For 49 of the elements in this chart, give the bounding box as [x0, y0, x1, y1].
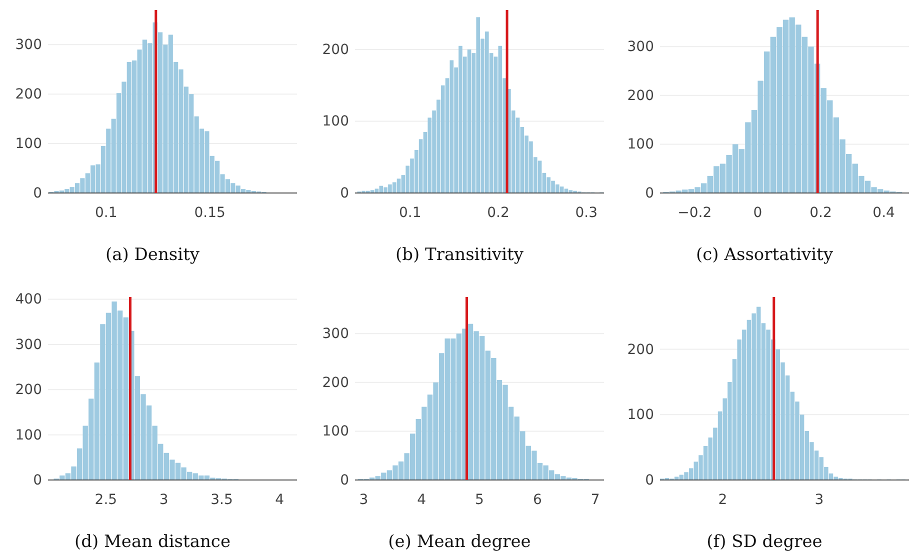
- x-tick-label: 0: [753, 204, 762, 221]
- y-tick-label: 300: [15, 336, 42, 353]
- y-tick-label: 200: [627, 342, 654, 358]
- x-tick-label: 3.5: [210, 492, 233, 508]
- y-tick-label: 300: [15, 37, 42, 54]
- x-tick-label: 4: [275, 492, 284, 508]
- y-tick-label: 0: [645, 185, 654, 202]
- x-tick-label: 0.1: [94, 204, 118, 221]
- y-tick-label: 400: [15, 292, 42, 308]
- y-tick-label: 200: [15, 86, 42, 103]
- x-tick-label: 3: [359, 492, 368, 508]
- x-tick-label: −0.2: [678, 204, 712, 221]
- y-tick-label: 0: [33, 185, 42, 202]
- y-tick-label: 200: [322, 42, 349, 58]
- text: (a) Density: [105, 245, 200, 265]
- x-tick-label: 0.2: [487, 204, 510, 221]
- y-tick-label: 300: [627, 39, 654, 56]
- x-tick-label: 2: [718, 492, 728, 508]
- x-tick-label: 0.3: [575, 204, 598, 221]
- y-tick-label: 300: [322, 326, 349, 342]
- x-tick-label: 3: [814, 492, 824, 508]
- y-tick-label: 100: [322, 114, 349, 130]
- text: (c) Assortativity: [696, 245, 834, 265]
- x-tick-label: 6: [532, 492, 542, 508]
- y-tick-label: 100: [627, 407, 654, 424]
- y-tick-label: 100: [15, 136, 42, 152]
- x-tick-label: 5: [475, 492, 484, 508]
- x-tick-label: 0.2: [810, 204, 832, 221]
- y-tick-label: 0: [340, 472, 349, 488]
- y-tick-label: 0: [645, 472, 654, 488]
- x-tick-label: 7: [590, 492, 600, 508]
- y-tick-label: 100: [322, 424, 349, 440]
- text: (d) Mean distance: [74, 532, 231, 552]
- x-tick-label: 4: [417, 492, 426, 508]
- x-tick-label: 0.15: [194, 204, 226, 221]
- x-tick-label: 2.5: [94, 492, 118, 508]
- y-tick-label: 200: [322, 374, 349, 391]
- text: (b) Transitivity: [395, 245, 524, 265]
- y-tick-label: 0: [340, 185, 349, 202]
- text: (e) Mean degree: [388, 532, 531, 552]
- x-tick-label: 0.4: [872, 204, 896, 221]
- text: (f) SD degree: [706, 532, 822, 552]
- y-tick-label: 200: [15, 382, 42, 398]
- y-tick-label: 100: [15, 427, 42, 444]
- y-tick-label: 200: [627, 88, 654, 104]
- y-tick-label: 100: [627, 136, 654, 153]
- y-tick-label: 0: [33, 472, 42, 488]
- x-tick-label: 0.1: [398, 204, 422, 221]
- x-tick-label: 3: [159, 492, 168, 508]
